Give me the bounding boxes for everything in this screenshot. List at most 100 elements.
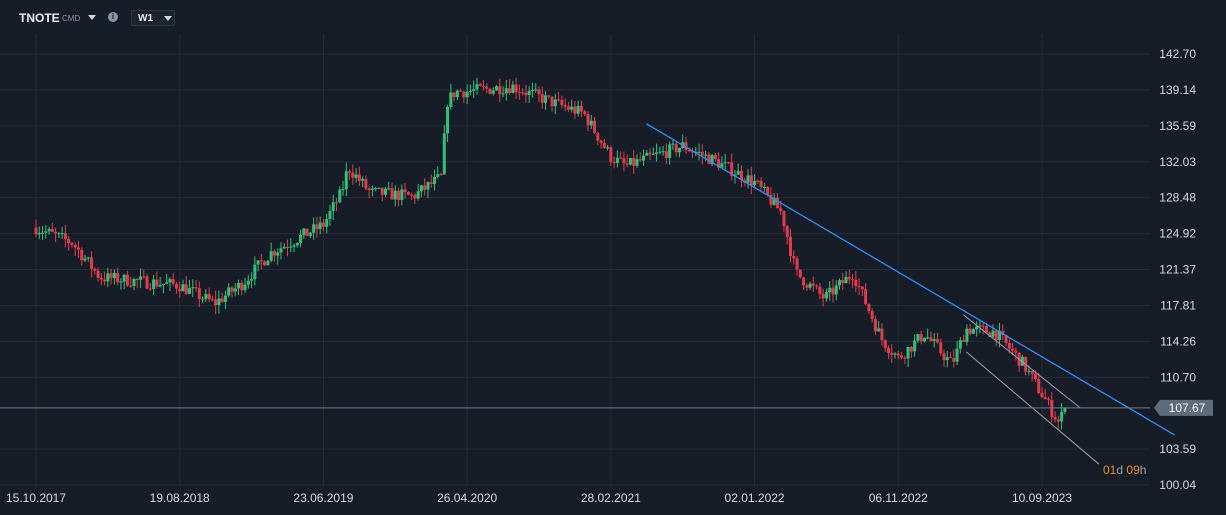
channel-line[interactable] (962, 314, 1081, 409)
candle-body (80, 249, 84, 261)
candle-body (397, 190, 401, 200)
y-tick-label: 132.03 (1159, 155, 1196, 169)
candle-body (325, 219, 329, 227)
candle-body (54, 231, 58, 234)
candle-body (831, 287, 835, 295)
candle-body (756, 180, 760, 182)
candle-body (488, 88, 492, 94)
candle-body (857, 286, 861, 288)
candle-body (906, 346, 910, 359)
candle-body (651, 153, 655, 155)
candle-body (517, 92, 521, 94)
candle-body (609, 147, 613, 163)
candle-body (1033, 373, 1037, 379)
candle-body (106, 273, 110, 282)
info-icon[interactable]: i (108, 12, 118, 22)
candle-body (635, 159, 639, 166)
candle-body (534, 89, 538, 91)
y-tick-label: 117.81 (1160, 298, 1196, 312)
candle-body (753, 180, 757, 186)
symbol-name[interactable]: TNOTE (19, 11, 60, 25)
candle-body (511, 84, 515, 94)
candle-body (302, 228, 306, 235)
candle-body (919, 334, 923, 342)
candle-body (586, 114, 590, 126)
candle-body (935, 339, 939, 343)
candle-body (452, 92, 456, 98)
candle-body (148, 288, 152, 290)
candle-body (628, 157, 632, 165)
candle-body (400, 189, 404, 200)
timeframe-dropdown-icon[interactable] (164, 16, 172, 21)
y-tick-label: 110.70 (1160, 370, 1196, 384)
candle-body (341, 189, 345, 191)
candle-body (991, 330, 995, 337)
x-tick-label: 02.01.2022 (725, 491, 785, 505)
candle-body (903, 357, 907, 359)
candle-body (1027, 370, 1031, 372)
candle-body (645, 152, 649, 156)
x-tick-label: 23.06.2019 (293, 491, 353, 505)
candle-body (746, 175, 750, 183)
trendlines[interactable] (645, 123, 1175, 465)
candle-body (116, 272, 120, 283)
candle-body (798, 269, 802, 278)
candle-body (1063, 407, 1067, 412)
candle-body (599, 140, 603, 143)
candle-body (237, 282, 241, 289)
candle-body (377, 187, 381, 189)
candle-body (217, 298, 221, 306)
candle-body (589, 120, 593, 126)
timeframe-selector[interactable]: W1 (131, 10, 175, 26)
y-tick-label: 121.37 (1159, 263, 1196, 277)
candle-body (566, 106, 570, 110)
candle-body (109, 273, 113, 279)
candle-body (821, 293, 825, 299)
candle-body (939, 342, 943, 354)
candle-body (841, 280, 845, 284)
y-tick-label: 142.70 (1159, 47, 1196, 61)
candle-body (1030, 370, 1034, 374)
candle-body (139, 276, 143, 280)
candle-body (468, 90, 472, 92)
candle-body (834, 285, 838, 295)
candle-body (152, 279, 156, 289)
y-tick-label: 103.59 (1159, 442, 1196, 456)
candle-body (945, 357, 949, 361)
candle-body (994, 330, 998, 340)
candle-body (419, 185, 423, 192)
y-axis: 142.70 139.14 135.59 132.03 128.48 124.92 121.… (1159, 47, 1196, 492)
candle-body (93, 268, 97, 271)
candle-body (481, 85, 485, 87)
candle-body (70, 243, 74, 245)
candle-body (174, 283, 178, 289)
candle-body (41, 232, 45, 234)
candle-body (932, 339, 936, 341)
candle-body (129, 285, 133, 287)
candle-body (730, 162, 734, 177)
candle-body (981, 325, 985, 327)
candle-body (442, 133, 446, 175)
symbol-dropdown-icon[interactable] (88, 15, 96, 20)
candle-body (860, 286, 864, 290)
x-tick-label: 26.04.2020 (437, 491, 497, 505)
candle-body (684, 142, 688, 150)
candle-body (837, 280, 841, 286)
candle-body (596, 132, 600, 141)
candle-body (867, 304, 871, 311)
candle-body (1050, 400, 1054, 417)
candle-body (789, 236, 792, 257)
candle-body (410, 194, 414, 196)
candle-body (354, 174, 358, 178)
candle-body (978, 325, 982, 327)
candle-body (227, 287, 231, 296)
candle-body (272, 251, 276, 256)
candle-body (96, 270, 100, 278)
trendline[interactable] (645, 123, 1175, 436)
candle-body (276, 252, 280, 256)
candle-body (677, 147, 681, 153)
candle-body (491, 90, 495, 94)
candle-body (47, 229, 51, 232)
candle-body (459, 90, 463, 92)
